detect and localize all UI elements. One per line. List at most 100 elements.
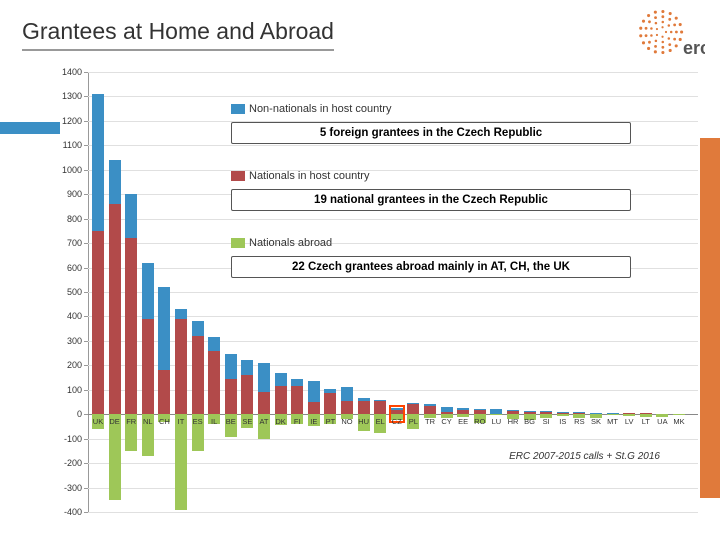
bar-non-nationals xyxy=(457,408,469,410)
bar-nationals-host xyxy=(109,204,121,414)
x-tick-label: PT xyxy=(322,417,338,426)
grantees-chart: -400-300-200-100010020030040050060070080… xyxy=(36,72,704,522)
x-tick-label: NO xyxy=(339,417,355,426)
callout: 19 national grantees in the Czech Republ… xyxy=(231,189,631,211)
bar-nationals-host xyxy=(407,404,419,414)
y-tick-label: 300 xyxy=(36,336,82,346)
bar-nationals-abroad xyxy=(490,414,502,415)
x-tick-label: SI xyxy=(538,417,554,426)
legend-swatch xyxy=(231,104,245,114)
y-tick-label: 400 xyxy=(36,311,82,321)
bar-nationals-host xyxy=(308,402,320,414)
bar-non-nationals xyxy=(557,412,569,413)
bar-non-nationals xyxy=(308,381,320,402)
y-tick-label: -400 xyxy=(36,507,82,517)
y-tick-label: 0 xyxy=(36,409,82,419)
bar-nationals-host xyxy=(192,336,204,414)
footer-note: ERC 2007-2015 calls + St.G 2016 xyxy=(509,451,660,462)
legend-item: Nationals abroad xyxy=(231,234,332,252)
bar-nationals-host xyxy=(142,319,154,414)
bar-nationals-abroad xyxy=(109,414,121,500)
bar-non-nationals xyxy=(125,194,137,238)
x-tick-label: IL xyxy=(206,417,222,426)
bar-nationals-host xyxy=(275,386,287,414)
y-tick-label: 700 xyxy=(36,238,82,248)
bar-non-nationals xyxy=(490,409,502,413)
bar-non-nationals xyxy=(225,354,237,378)
y-tick-label: 200 xyxy=(36,360,82,370)
bar-nationals-host xyxy=(258,392,270,414)
x-tick-label: CH xyxy=(156,417,172,426)
x-tick-label: CY xyxy=(439,417,455,426)
x-tick-label: LT xyxy=(638,417,654,426)
bar-non-nationals xyxy=(158,287,170,370)
bar-nationals-host xyxy=(208,351,220,415)
page-title: Grantees at Home and Abroad xyxy=(22,18,334,51)
bar-non-nationals xyxy=(175,309,187,319)
x-tick-label: MT xyxy=(605,417,621,426)
x-tick-label: MK xyxy=(671,417,687,426)
x-tick-label: TR xyxy=(422,417,438,426)
bar-nationals-abroad xyxy=(673,414,685,415)
bar-non-nationals xyxy=(109,160,121,204)
bar-nationals-host xyxy=(424,406,436,415)
bar-non-nationals xyxy=(291,379,303,386)
x-tick-label: PL xyxy=(405,417,421,426)
x-tick-label: UK xyxy=(90,417,106,426)
bar-non-nationals xyxy=(275,373,287,386)
y-tick-label: 1300 xyxy=(36,91,82,101)
bar-non-nationals xyxy=(192,321,204,336)
x-tick-label: UA xyxy=(654,417,670,426)
y-tick-label: 900 xyxy=(36,189,82,199)
gridline xyxy=(88,512,698,513)
y-tick-label: -300 xyxy=(36,483,82,493)
bar-nationals-host xyxy=(291,386,303,414)
y-tick-label: 800 xyxy=(36,214,82,224)
y-tick-label: 1000 xyxy=(36,165,82,175)
erc-logo: erc xyxy=(625,8,705,63)
y-tick-label: 1200 xyxy=(36,116,82,126)
x-tick-label: FR xyxy=(123,417,139,426)
x-tick-label: SE xyxy=(239,417,255,426)
bar-nationals-abroad xyxy=(623,414,635,416)
bar-non-nationals xyxy=(407,403,419,404)
legend-item: Nationals in host country xyxy=(231,167,369,185)
x-tick-label: DK xyxy=(273,417,289,426)
y-tick-label: 600 xyxy=(36,263,82,273)
bar-nationals-abroad xyxy=(607,414,619,415)
bar-nationals-host xyxy=(225,379,237,414)
bar-nationals-host xyxy=(358,401,370,414)
x-tick-label: HU xyxy=(356,417,372,426)
x-tick-label: ES xyxy=(190,417,206,426)
bar-nationals-host xyxy=(175,319,187,414)
legend-swatch xyxy=(231,171,245,181)
bar-nationals-abroad xyxy=(557,414,569,415)
x-tick-label: RO xyxy=(472,417,488,426)
legend-swatch xyxy=(231,238,245,248)
x-tick-label: EE xyxy=(455,417,471,426)
callout: 5 foreign grantees in the Czech Republic xyxy=(231,122,631,144)
x-tick-label: LU xyxy=(488,417,504,426)
bar-non-nationals xyxy=(441,407,453,411)
bar-non-nationals xyxy=(374,400,386,401)
x-tick-label: AT xyxy=(256,417,272,426)
bar-non-nationals xyxy=(208,337,220,350)
y-tick-label: 1400 xyxy=(36,67,82,77)
x-tick-label: DE xyxy=(107,417,123,426)
x-tick-label: BG xyxy=(522,417,538,426)
bar-non-nationals xyxy=(324,389,336,394)
x-tick-label: FI xyxy=(289,417,305,426)
bar-nationals-abroad xyxy=(175,414,187,509)
x-tick-label: CZ xyxy=(389,417,405,426)
x-tick-label: IT xyxy=(173,417,189,426)
legend-label: Nationals abroad xyxy=(249,237,332,249)
bar-non-nationals xyxy=(540,411,552,412)
bar-nationals-host xyxy=(341,401,353,414)
bar-non-nationals xyxy=(341,387,353,400)
x-tick-label: EL xyxy=(372,417,388,426)
bar-non-nationals xyxy=(142,263,154,319)
bar-nationals-host xyxy=(92,231,104,414)
legend-label: Nationals in host country xyxy=(249,170,369,182)
bar-nationals-host xyxy=(158,370,170,414)
y-tick-label: 1100 xyxy=(36,140,82,150)
